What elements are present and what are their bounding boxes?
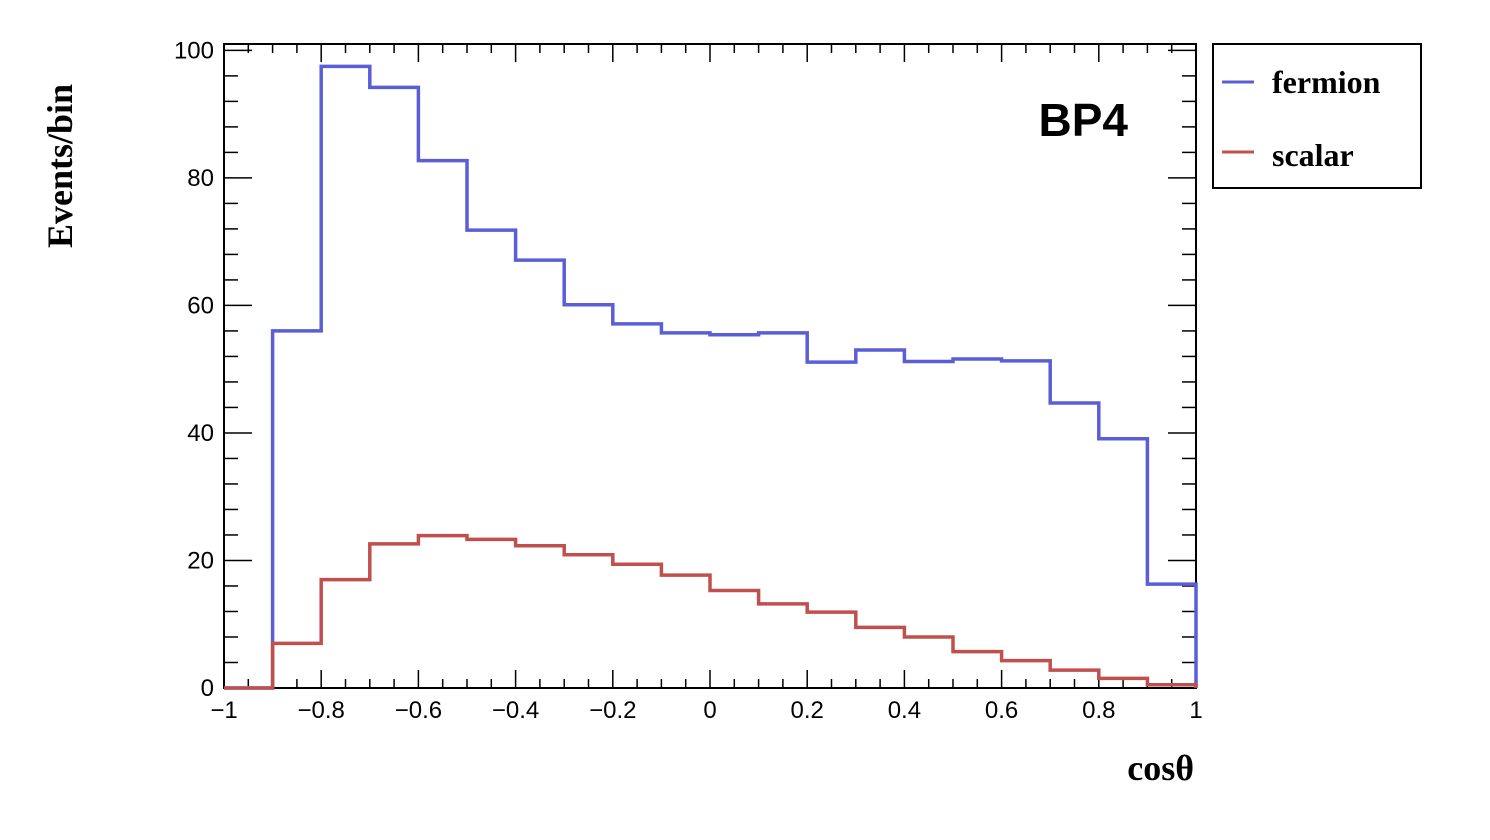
x-axis-title: cosθ	[1127, 748, 1194, 788]
x-tick-label: 0.2	[791, 697, 824, 724]
x-tick-label: −0.4	[492, 697, 539, 724]
x-tick-label: −1	[210, 697, 237, 724]
y-tick-label: 20	[187, 547, 214, 574]
legend-label-fermion: fermion	[1272, 64, 1381, 100]
x-tick-label: −0.6	[395, 697, 442, 724]
y-tick-labels: 0 20 40 60 80 100	[174, 37, 214, 702]
histogram-series	[224, 64, 1198, 690]
x-tick-label: 0.8	[1082, 697, 1115, 724]
y-tick-label: 100	[174, 37, 214, 64]
x-tick-label: 0.4	[888, 697, 921, 724]
series-line-scalar	[224, 533, 1198, 690]
x-tick-label: −0.2	[589, 697, 636, 724]
series-line-fermion	[224, 64, 1198, 690]
x-tick-label: 0	[703, 697, 716, 724]
x-tick-labels: −1 −0.8 −0.6 −0.4 −0.2 0 0.2 0.4 0.6 0.8 1	[210, 697, 1202, 724]
y-tick-label: 80	[187, 165, 214, 192]
x-tick-label: −0.8	[298, 697, 345, 724]
y-tick-label: 60	[187, 292, 214, 319]
y-tick-label: 40	[187, 420, 214, 447]
legend-label-scalar: scalar	[1272, 137, 1354, 173]
y-tick-label: 0	[201, 675, 214, 702]
annotation-bp4: BP4	[1039, 94, 1129, 146]
legend-box	[1212, 43, 1422, 189]
x-tick-label: 1	[1189, 697, 1202, 724]
x-tick-label: 0.6	[985, 697, 1018, 724]
y-axis-title: Events/bin	[40, 84, 80, 248]
legend: fermion scalar	[1212, 43, 1422, 189]
